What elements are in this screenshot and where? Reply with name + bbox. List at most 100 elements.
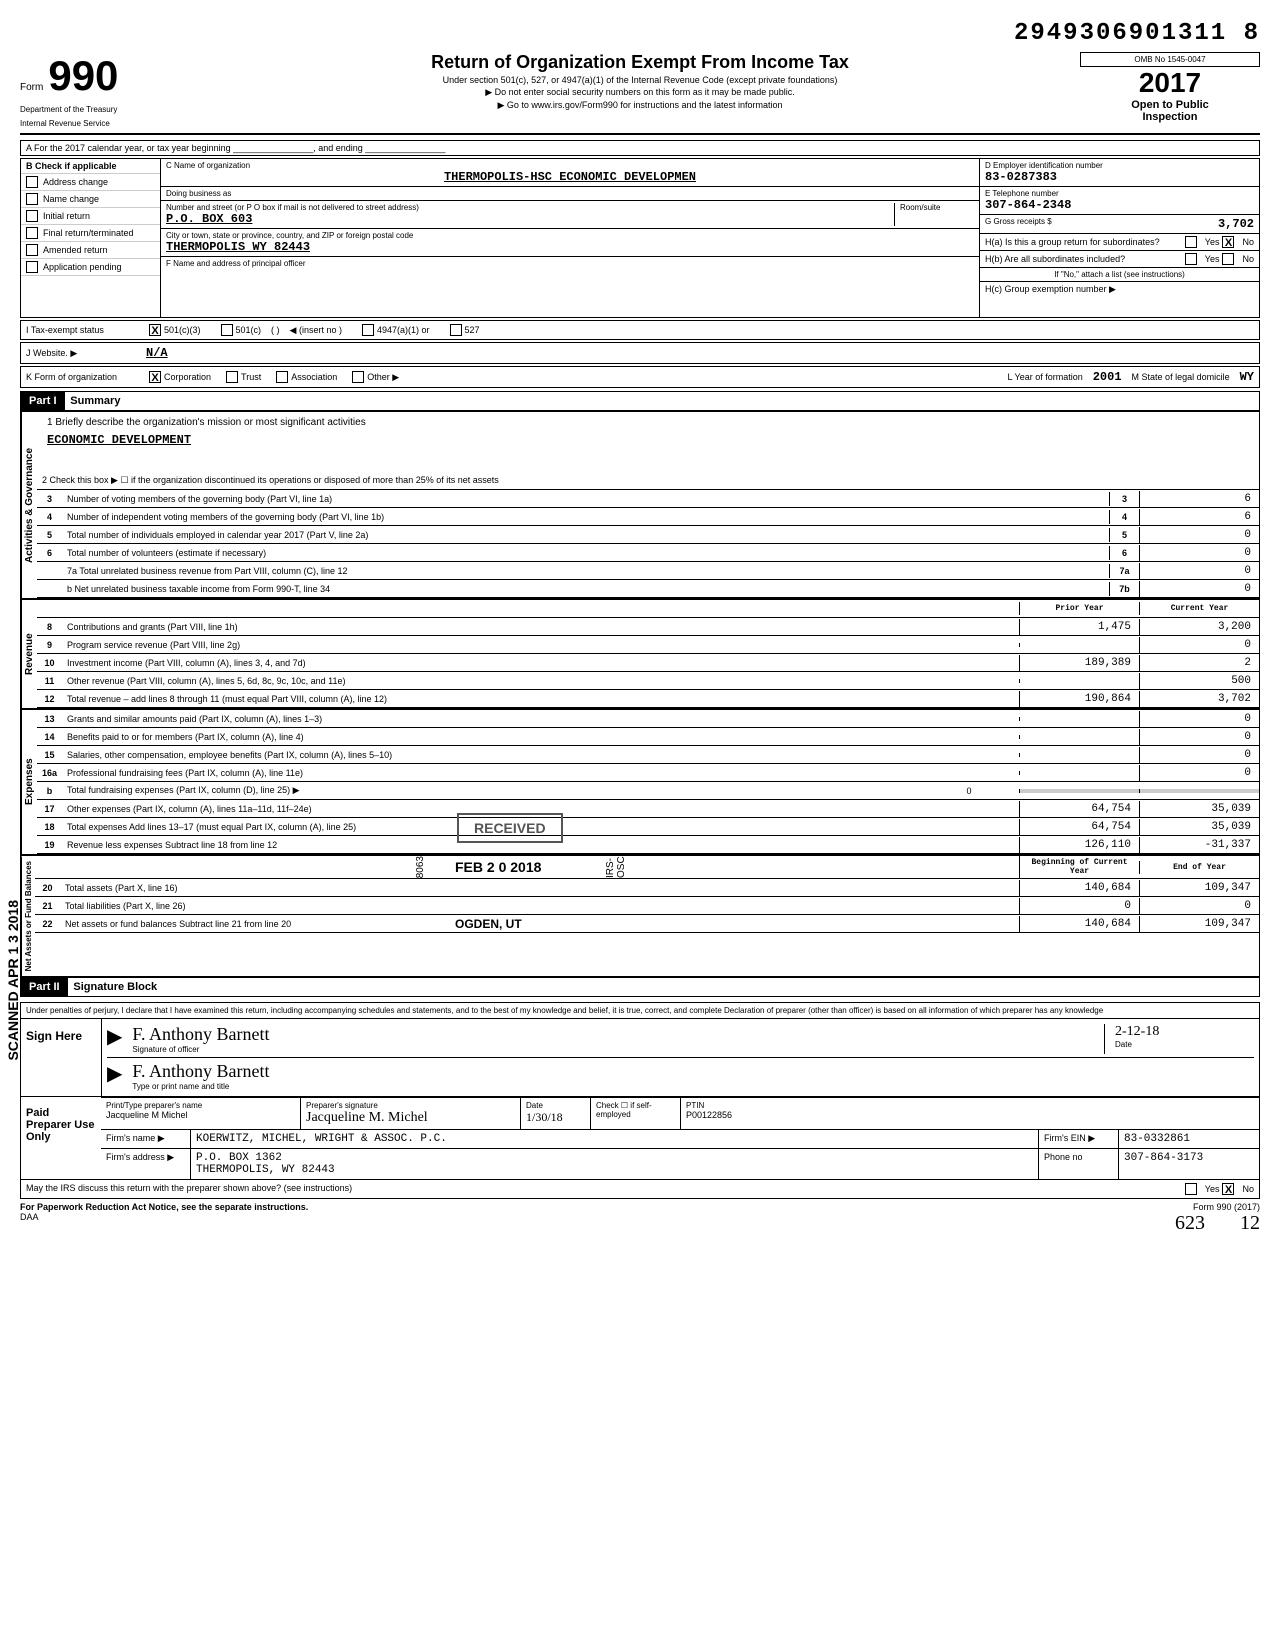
gross-label: G Gross receipts $ [985,217,1052,231]
domicile-state: WY [1240,370,1254,384]
firm-addr-label: Firm's address ▶ [101,1149,191,1179]
form-title: Return of Organization Exempt From Incom… [210,52,1070,73]
checkbox-initial[interactable] [26,210,38,222]
stamp-date: FEB 2 0 2018 [455,859,541,875]
r17-num: 17 [37,804,62,814]
ha-no-box[interactable]: X [1222,236,1234,248]
discuss-no-box[interactable]: X [1222,1183,1234,1195]
4947-box[interactable] [362,324,374,336]
501c-label: 501(c) [236,325,262,335]
r10-text: Investment income (Part VIII, column (A)… [62,656,1019,670]
hc-note: If "No," attach a list (see instructions… [980,268,1259,282]
assoc-label: Association [291,372,337,382]
signature-section: Under penalties of perjury, I declare th… [20,1002,1260,1199]
r19-num: 19 [37,840,62,850]
firm-phone: 307-864-3173 [1119,1149,1259,1179]
hb-no-box[interactable] [1222,253,1234,265]
r3-text: Number of voting members of the governin… [62,492,1109,506]
hand-note-1: 623 [1175,1212,1205,1234]
r3-val: 6 [1139,491,1259,507]
part1-header: Part I [21,392,65,410]
hb-yes-box[interactable] [1185,253,1197,265]
form-header: Form 990 Department of the Treasury Inte… [20,52,1260,135]
org-name: THERMOPOLIS-HSC ECONOMIC DEVELOPMEN [166,170,974,184]
corp-box[interactable]: X [149,371,161,383]
r9-prior [1019,643,1139,647]
dept-irs: Internal Revenue Service [20,119,190,128]
checkbox-final[interactable] [26,227,38,239]
addr-label: Number and street (or P O box if mail is… [166,203,894,212]
r20-curr: 109,347 [1139,880,1259,896]
501c-box[interactable] [221,324,233,336]
prep-sig-label: Preparer's signature [306,1101,515,1110]
discuss-yes-box[interactable] [1185,1183,1197,1195]
r17-prior: 64,754 [1019,801,1139,817]
year-formed: 2001 [1093,370,1122,384]
prep-date-label: Date [526,1101,585,1110]
r15-curr: 0 [1139,747,1259,763]
r11-text: Other revenue (Part VIII, column (A), li… [62,674,1019,688]
trust-box[interactable] [226,371,238,383]
document-id: 2949306901311 8 [20,20,1260,47]
r11-prior [1019,679,1139,683]
r16a-curr: 0 [1139,765,1259,781]
city-label: City or town, state or province, country… [166,231,974,240]
other-box[interactable] [352,371,364,383]
firm-name: KOERWITZ, MICHEL, WRIGHT & ASSOC. P.C. [191,1130,1039,1148]
r12-curr: 3,702 [1139,691,1259,707]
hand-note-2: 12 [1240,1212,1260,1234]
r7a-box: 7a [1109,564,1139,578]
discuss-no: No [1242,1184,1254,1194]
r21-num: 21 [35,901,60,911]
sign-here-label: Sign Here [21,1019,101,1096]
checkbox-address[interactable] [26,176,38,188]
r22-num: 22 [35,919,60,929]
501c3-box[interactable]: X [149,324,161,336]
net-label: Net Assets or Fund Balances [21,856,35,976]
r18-curr: 35,039 [1139,819,1259,835]
checkbox-name[interactable] [26,193,38,205]
r16a-text: Professional fundraising fees (Part IX, … [62,766,1019,780]
r5-box: 5 [1109,528,1139,542]
r5-val: 0 [1139,527,1259,543]
mission-text: ECONOMIC DEVELOPMENT [47,433,1249,447]
paperwork-notice: For Paperwork Reduction Act Notice, see … [20,1202,308,1212]
r20-text: Total assets (Part X, line 16) [60,881,1019,895]
r5-text: Total number of individuals employed in … [62,528,1109,542]
r10-curr: 2 [1139,655,1259,671]
r7a-val: 0 [1139,563,1259,579]
subtitle-1: Under section 501(c), 527, or 4947(a)(1)… [210,75,1070,85]
expenses-section: Expenses 13Grants and similar amounts pa… [20,709,1260,855]
line1-label: 1 Briefly describe the organization's mi… [47,417,1249,428]
assoc-box[interactable] [276,371,288,383]
tax-status-row: I Tax-exempt status X 501(c)(3) 501(c) (… [20,320,1260,340]
form-footer: Form 990 (2017) [1175,1202,1260,1212]
checkbox-amended[interactable] [26,244,38,256]
r15-prior [1019,753,1139,757]
governance-section: Activities & Governance 1 Briefly descri… [20,411,1260,599]
firm-addr1: P.O. BOX 1362 [196,1152,1033,1164]
subtitle-2: ▶ Do not enter social security numbers o… [210,87,1070,98]
officer-name: F. Anthony Barnett [132,1061,1254,1082]
r14-prior [1019,735,1139,739]
r16b-text: Total fundraising expenses (Part IX, col… [62,783,919,798]
label-amended: Amended return [43,245,108,255]
stamp-irs: IRS-OSC [605,856,627,878]
form-org-row: K Form of organization X Corporation Tru… [20,366,1260,388]
checkbox-pending[interactable] [26,261,38,273]
public-label-2: Inspection [1080,111,1260,123]
527-box[interactable] [450,324,462,336]
revenue-label: Revenue [21,600,37,708]
r16b-num: b [37,786,62,796]
r20-prior: 140,684 [1019,880,1139,896]
line2: 2 Check this box ▶ ☐ if the organization… [37,473,1259,488]
r22-curr: 109,347 [1139,916,1259,932]
public-label-1: Open to Public [1080,99,1260,111]
firm-ein-label: Firm's EIN ▶ [1039,1130,1119,1148]
r8-num: 8 [37,622,62,632]
r13-num: 13 [37,714,62,724]
ha-yes-box[interactable] [1185,236,1197,248]
sig-label: Signature of officer [132,1045,1104,1054]
r16a-prior [1019,771,1139,775]
4947-label: 4947(a)(1) or [377,325,430,335]
